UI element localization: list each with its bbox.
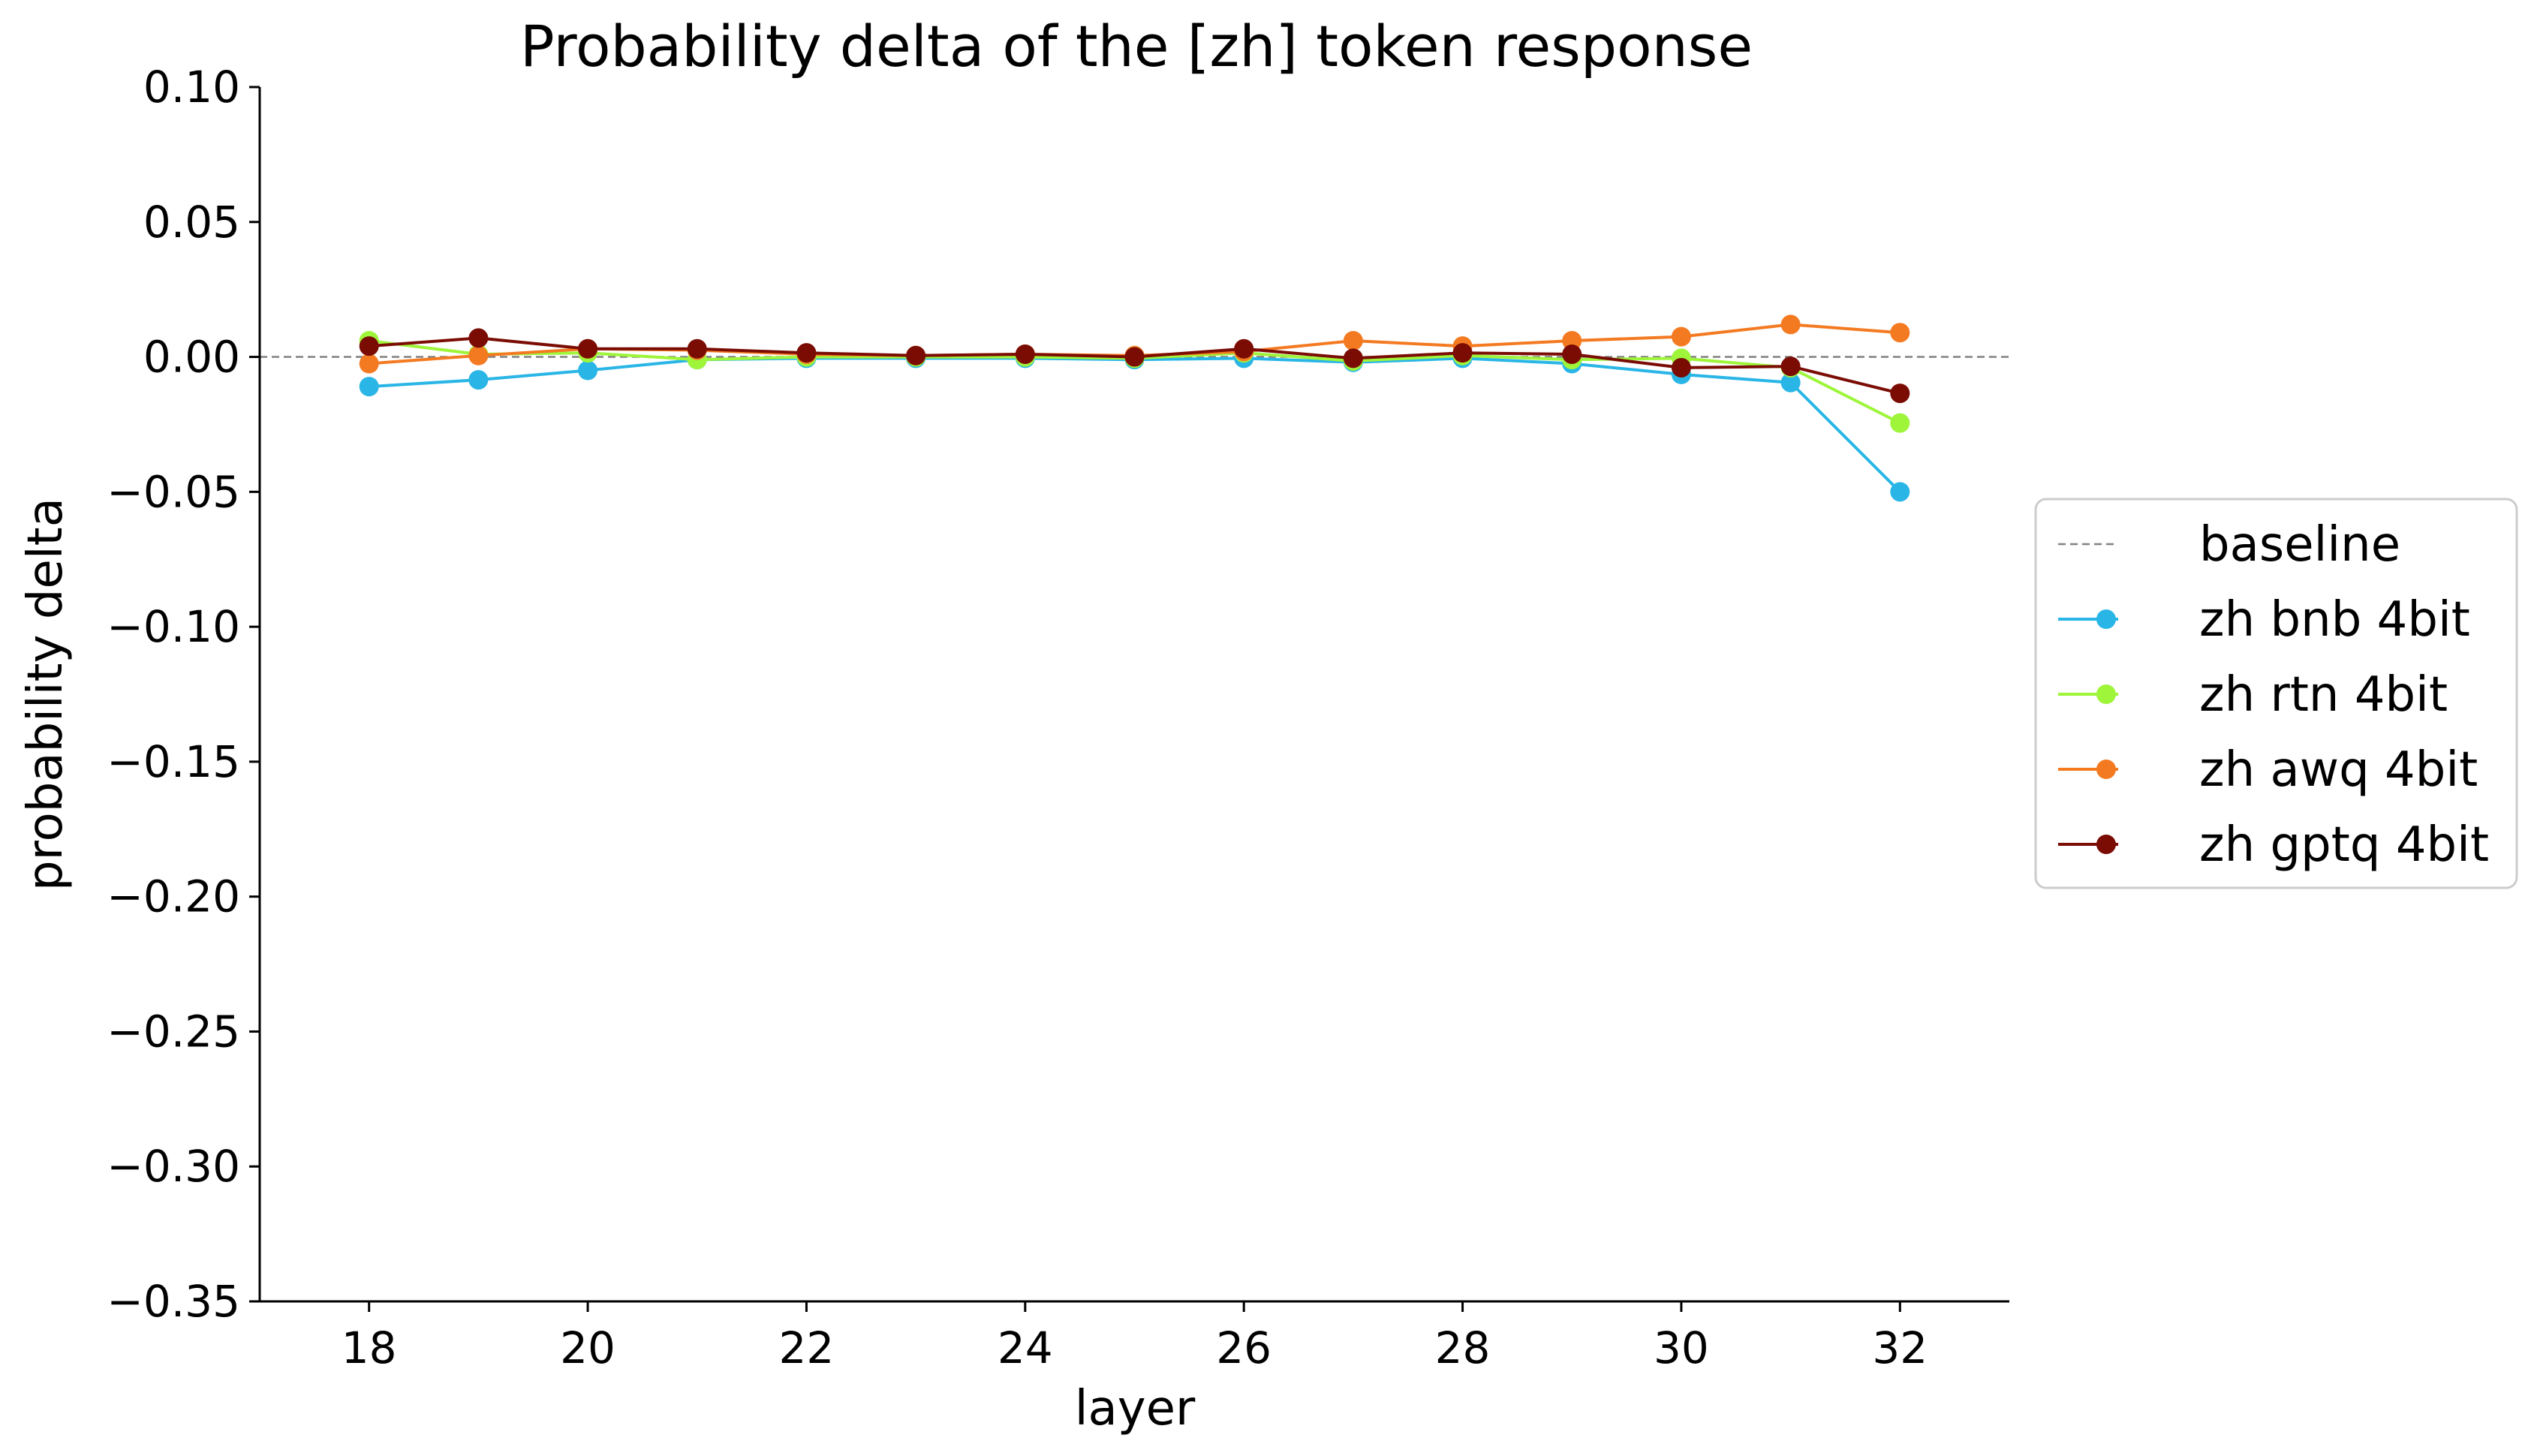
y-tick-label: −0.05 [107,466,240,517]
x-tick-label: 18 [342,1322,397,1373]
data-point [1671,326,1691,347]
series-layer [359,314,1910,502]
y-ticks: 0.10 0.05 0.00 −0.05 −0.10 −0.15 −0.20 −0.25 −0.… [107,62,260,1327]
data-point [468,370,489,390]
x-tick-label: 32 [1872,1322,1928,1373]
y-tick-label: −0.15 [107,736,240,787]
data-point [468,328,489,348]
legend-swatch-marker [2096,760,2116,779]
legend-label: baseline [2199,517,2400,573]
y-tick-label: −0.10 [107,601,240,652]
legend-frame [2034,498,2518,889]
data-point [1671,357,1691,378]
data-point [1562,330,1582,350]
legend-label: zh awq 4bit [2199,742,2478,798]
data-point [1890,384,1910,404]
data-point [1234,338,1254,359]
y-tick-label: −0.35 [107,1276,240,1327]
data-point [906,345,926,366]
x-tick-label: 22 [779,1322,835,1373]
y-axis-label: probability delta [18,498,74,891]
data-point [1890,413,1910,433]
legend-label: zh bnb 4bit [2199,592,2470,648]
data-point [1452,343,1473,363]
data-point [1562,344,1582,364]
data-point [359,353,379,374]
data-point [687,338,707,359]
data-point [1015,344,1035,364]
x-tick-label: 24 [998,1322,1053,1373]
legend-swatch-marker [2096,684,2116,704]
data-point [1780,314,1801,335]
y-tick-label: 0.05 [143,197,240,248]
y-tick-label: −0.20 [107,871,240,922]
x-tick-label: 20 [560,1322,615,1373]
data-point [359,377,379,397]
data-point [1124,347,1145,367]
y-tick-label: −0.30 [107,1141,240,1192]
legend-label: zh rtn 4bit [2199,667,2448,723]
data-point [1343,348,1363,369]
data-point [1343,330,1363,350]
legend-swatch-marker [2096,609,2116,629]
data-point [1890,323,1910,343]
y-tick-label: 0.10 [143,62,240,113]
x-tick-label: 28 [1435,1322,1491,1373]
data-point [1890,482,1910,502]
x-tick-label: 30 [1654,1322,1709,1373]
chart-title: Probability delta of the [zh] token resp… [520,13,1753,80]
legend: baseline zh bnb 4bit zh rtn 4bit zh awq 4bi… [2034,498,2518,889]
data-point [359,336,379,356]
y-tick-label: −0.25 [107,1006,240,1057]
data-point [578,338,598,359]
data-point [578,360,598,381]
data-point [1780,356,1801,377]
x-axis-label: layer [1075,1381,1196,1436]
series-zh-gptq-4bit [359,328,1910,404]
data-point [1780,372,1801,393]
data-point [468,345,489,366]
legend-label: zh gptq 4bit [2199,817,2489,873]
data-point [796,343,817,363]
x-tick-label: 26 [1216,1322,1272,1373]
y-tick-label: 0.00 [143,332,240,383]
x-ticks: 18 20 22 24 26 28 30 32 [342,1301,1928,1373]
legend-swatch-marker [2096,835,2116,854]
